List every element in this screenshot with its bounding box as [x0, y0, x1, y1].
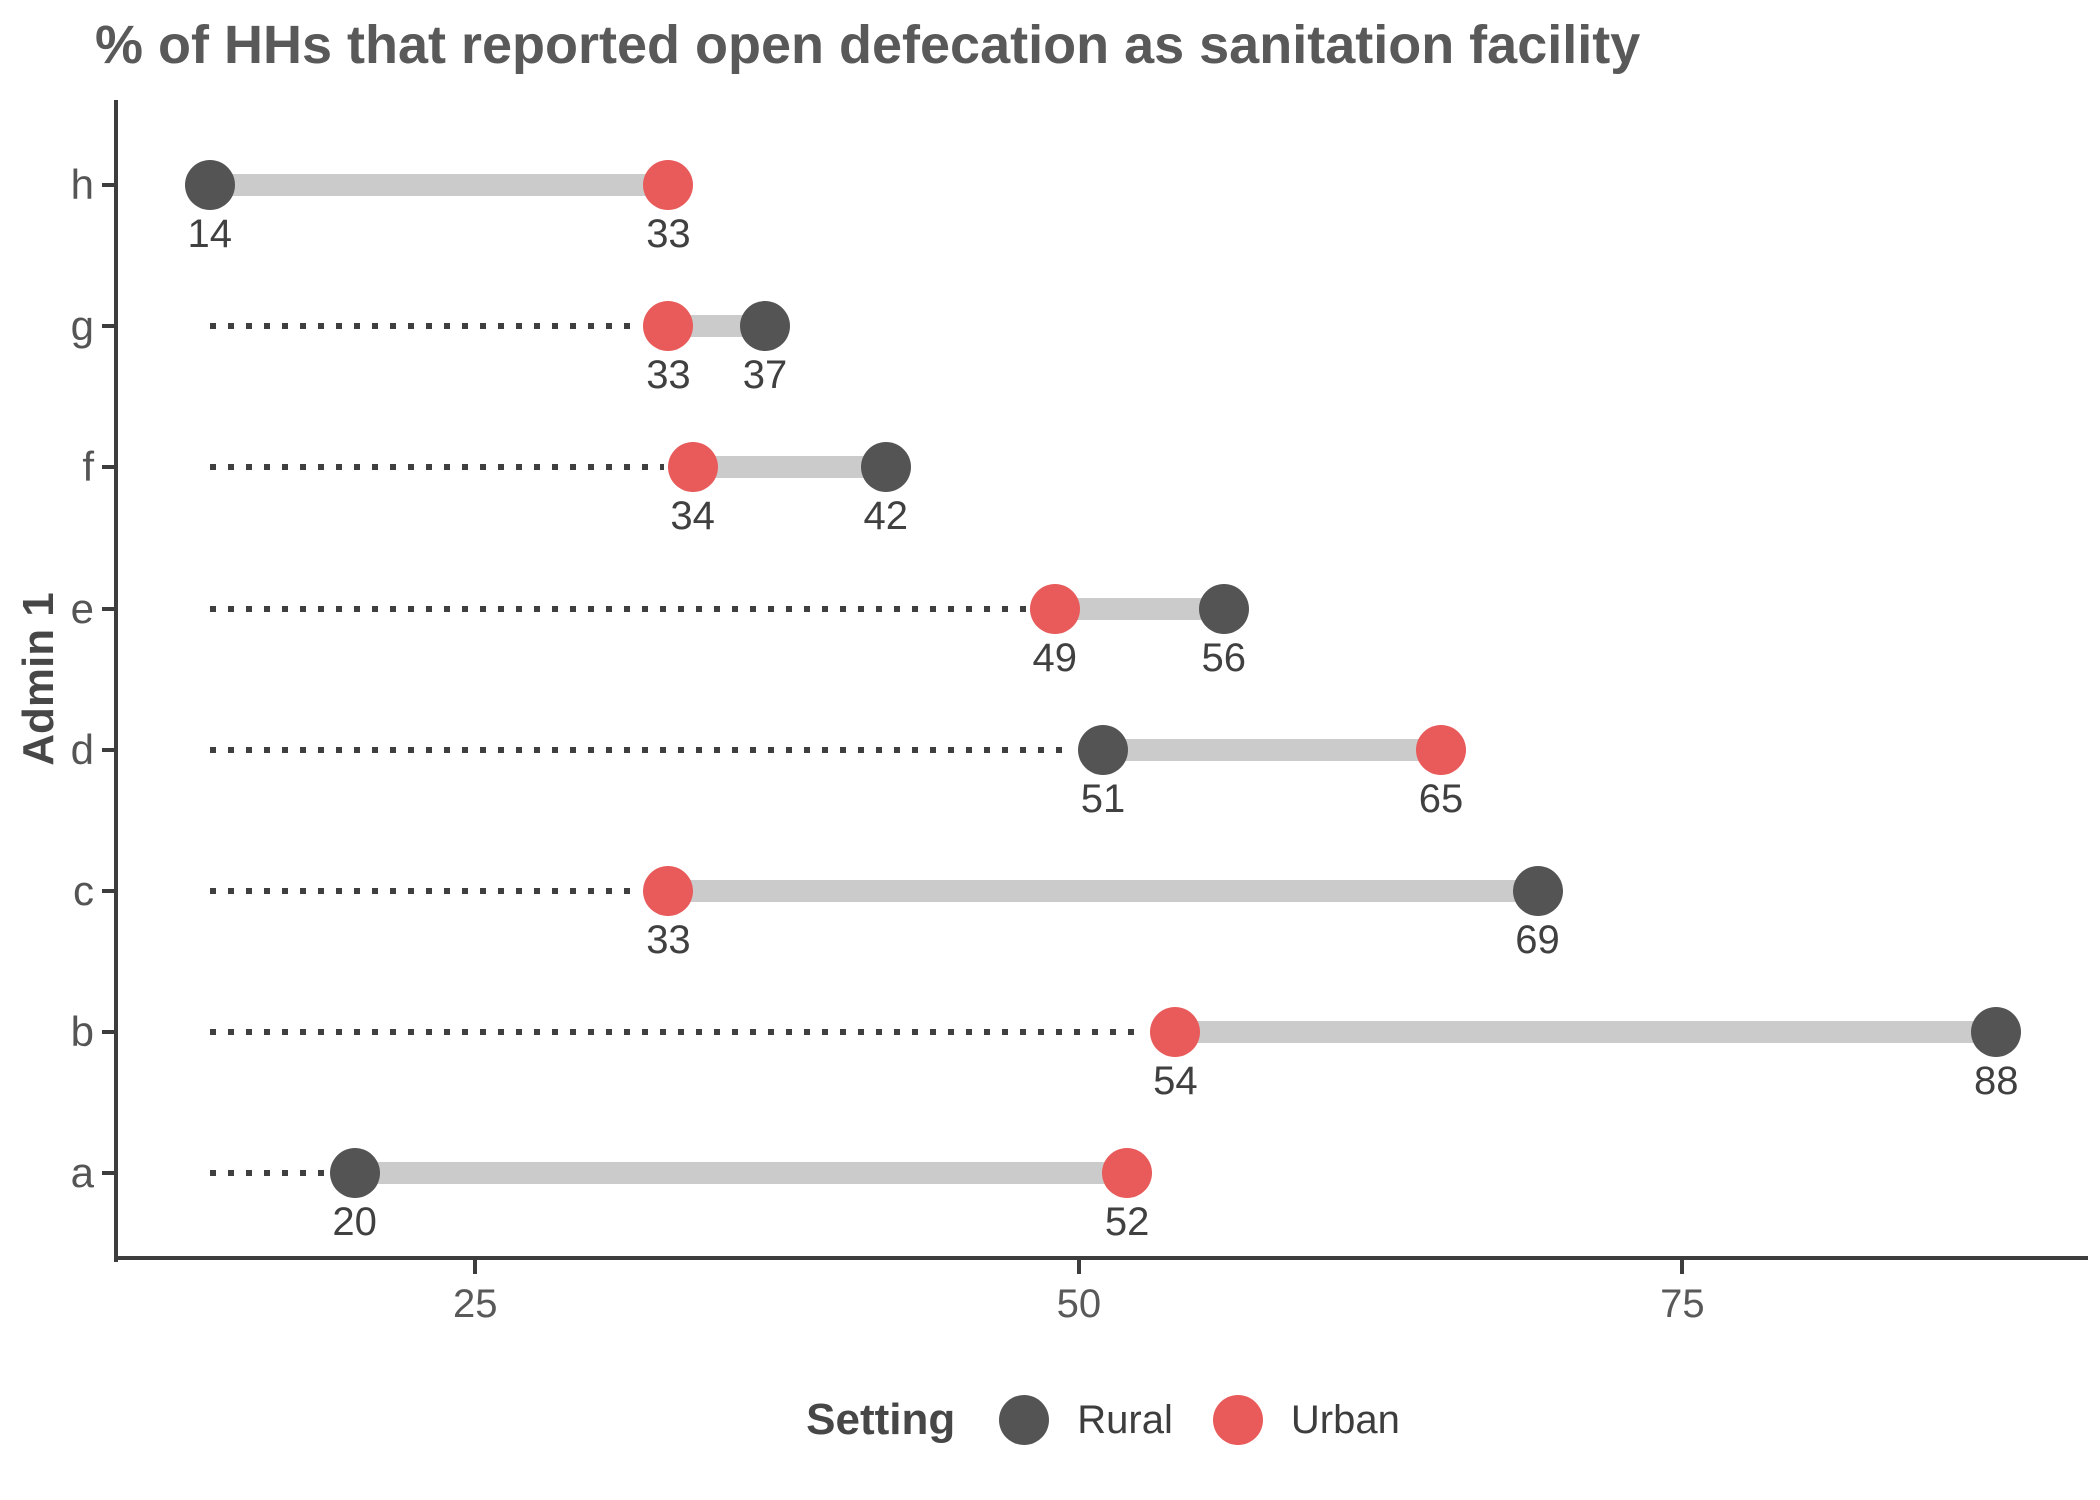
legend-swatch-urban [1212, 1395, 1263, 1445]
rural-dot [184, 160, 235, 210]
rural-dot [329, 1148, 380, 1199]
urban-value-label: 49 [1032, 635, 1077, 680]
y-axis-tick [102, 183, 118, 187]
rural-value-label: 51 [1080, 776, 1126, 821]
rural-dot [1198, 583, 1249, 634]
urban-value-label: 34 [670, 494, 715, 539]
rural-dot [740, 301, 790, 352]
connector-band [354, 1162, 1128, 1185]
rural-dot [860, 442, 911, 493]
urban-dot [667, 442, 718, 493]
rural-value-label: 42 [863, 494, 908, 539]
urban-value-label: 65 [1418, 776, 1464, 821]
legend-item-rural: Rural [999, 1395, 1173, 1445]
connector-band [1175, 1021, 1997, 1044]
x-axis-tick-label: 75 [1660, 1282, 1705, 1326]
leader-dotted-line [209, 464, 664, 471]
x-axis-line [114, 1256, 2088, 1260]
x-axis-tick [1680, 1258, 1685, 1274]
leader-dotted-line [209, 1170, 326, 1177]
x-axis-tick-label: 50 [1056, 1282, 1102, 1326]
leader-dotted-line [209, 323, 640, 330]
urban-value-label: 33 [646, 918, 691, 962]
urban-value-label: 33 [646, 353, 691, 398]
y-axis-tick [102, 465, 118, 470]
rural-value-label: 14 [187, 212, 232, 256]
category-label: h [70, 161, 94, 208]
y-axis-tick [102, 1171, 118, 1176]
connector-band [209, 174, 669, 196]
x-axis-tick-label: 25 [453, 1282, 498, 1326]
x-axis-tick [473, 1258, 478, 1274]
urban-dot [1102, 1148, 1153, 1199]
category-label: e [70, 584, 94, 632]
rural-value-label: 37 [742, 353, 788, 398]
y-axis-tick [102, 889, 118, 893]
y-axis-tick [102, 747, 118, 752]
x-axis-tick [1076, 1258, 1081, 1274]
urban-dot [1150, 1007, 1201, 1058]
category-label: g [70, 302, 94, 350]
urban-dot [1029, 583, 1080, 634]
y-axis-tick [102, 606, 118, 611]
y-axis-line [114, 100, 118, 1262]
connector-band [668, 880, 1538, 902]
rural-value-label: 69 [1515, 918, 1560, 962]
rural-dot [1971, 1007, 2022, 1058]
leader-dotted-line [209, 1029, 1147, 1036]
leader-dotted-line [209, 746, 1074, 753]
legend: Setting Rural Urban [118, 1388, 2088, 1452]
rural-value-label: 20 [332, 1200, 377, 1245]
urban-dot [643, 866, 694, 916]
rural-value-label: 88 [1974, 1059, 2019, 1104]
legend-label-rural: Rural [1077, 1397, 1173, 1442]
legend-item-urban: Urban [1212, 1395, 1400, 1445]
chart-title: % of HHs that reported open defecation a… [95, 15, 1641, 75]
category-label: a [70, 1149, 94, 1197]
legend-title: Setting [806, 1395, 956, 1444]
category-label: b [70, 1008, 94, 1056]
urban-value-label: 52 [1104, 1200, 1150, 1245]
connector-band [1103, 738, 1441, 761]
category-label: d [70, 725, 94, 773]
urban-dot [1415, 724, 1466, 775]
leader-dotted-line [209, 888, 640, 894]
urban-dot [643, 160, 694, 210]
leader-dotted-line [209, 605, 1026, 612]
urban-dot [643, 301, 694, 352]
rural-dot [1512, 866, 1563, 916]
connector-band [1054, 597, 1224, 620]
urban-value-label: 33 [646, 212, 691, 256]
y-axis-tick [102, 324, 118, 329]
rural-dot [1078, 724, 1128, 775]
legend-swatch-rural [999, 1395, 1050, 1445]
legend-label-urban: Urban [1290, 1397, 1400, 1442]
category-label: c [73, 867, 94, 914]
category-label: f [82, 443, 94, 491]
connector-band [692, 456, 886, 479]
urban-value-label: 54 [1153, 1059, 1198, 1104]
y-axis-tick [102, 1030, 118, 1035]
rural-value-label: 56 [1201, 635, 1246, 680]
